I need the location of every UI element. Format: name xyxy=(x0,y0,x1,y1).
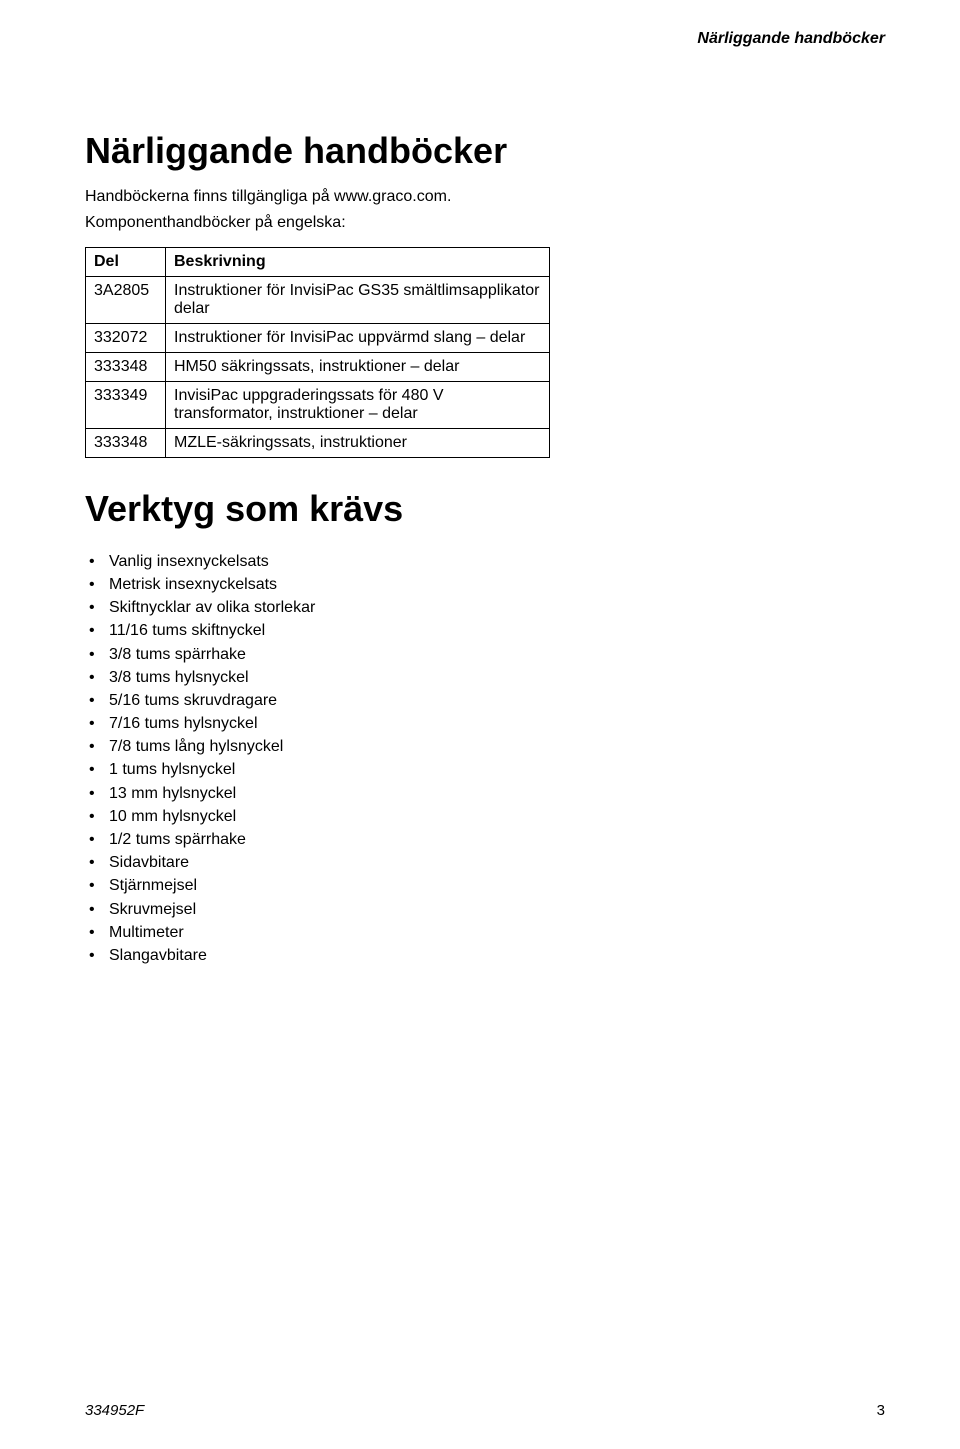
table-row: 333349 InvisiPac uppgraderingssats för 4… xyxy=(86,381,550,428)
table-row: 333348 MZLE-säkringssats, instruktioner xyxy=(86,428,550,457)
manuals-table: Del Beskrivning 3A2805 Instruktioner för… xyxy=(85,247,550,458)
table-header-del: Del xyxy=(86,247,166,276)
list-item: 3/8 tums spärrhake xyxy=(85,643,885,666)
list-item: 7/8 tums lång hylsnyckel xyxy=(85,735,885,758)
list-item: Metrisk insexnyckelsats xyxy=(85,573,885,596)
list-item: 11/16 tums skiftnyckel xyxy=(85,619,885,642)
intro-paragraph-1: Handböckerna finns tillgängliga på www.g… xyxy=(85,186,885,208)
running-header: Närliggande handböcker xyxy=(697,30,885,48)
table-cell-desc: Instruktioner för InvisiPac GS35 smältli… xyxy=(166,276,550,323)
page-content: Närliggande handböcker Handböckerna finn… xyxy=(0,0,960,967)
list-item: 3/8 tums hylsnyckel xyxy=(85,666,885,689)
table-cell-del: 3A2805 xyxy=(86,276,166,323)
list-item: 13 mm hylsnyckel xyxy=(85,782,885,805)
footer-doc-id: 334952F xyxy=(85,1402,144,1419)
table-cell-del: 333349 xyxy=(86,381,166,428)
list-item: 1/2 tums spärrhake xyxy=(85,828,885,851)
list-item: 5/16 tums skruvdragare xyxy=(85,689,885,712)
table-cell-del: 332072 xyxy=(86,323,166,352)
list-item: Skruvmejsel xyxy=(85,898,885,921)
tools-list: Vanlig insexnyckelsats Metrisk insexnyck… xyxy=(85,550,885,967)
table-row: 332072 Instruktioner för InvisiPac uppvä… xyxy=(86,323,550,352)
table-cell-del: 333348 xyxy=(86,428,166,457)
list-item: 1 tums hylsnyckel xyxy=(85,758,885,781)
list-item: Vanlig insexnyckelsats xyxy=(85,550,885,573)
table-cell-del: 333348 xyxy=(86,352,166,381)
intro-paragraph-2: Komponenthandböcker på engelska: xyxy=(85,212,885,234)
list-item: Multimeter xyxy=(85,921,885,944)
list-item: 7/16 tums hylsnyckel xyxy=(85,712,885,735)
list-item: Sidavbitare xyxy=(85,851,885,874)
table-cell-desc: Instruktioner för InvisiPac uppvärmd sla… xyxy=(166,323,550,352)
section-title-manuals: Närliggande handböcker xyxy=(85,130,885,172)
table-header-row: Del Beskrivning xyxy=(86,247,550,276)
list-item: Slangavbitare xyxy=(85,944,885,967)
section-title-tools: Verktyg som krävs xyxy=(85,488,885,530)
list-item: 10 mm hylsnyckel xyxy=(85,805,885,828)
table-row: 3A2805 Instruktioner för InvisiPac GS35 … xyxy=(86,276,550,323)
table-cell-desc: MZLE-säkringssats, instruktioner xyxy=(166,428,550,457)
table-row: 333348 HM50 säkringssats, instruktioner … xyxy=(86,352,550,381)
table-cell-desc: InvisiPac uppgraderingssats för 480 V tr… xyxy=(166,381,550,428)
footer-page-number: 3 xyxy=(877,1402,885,1419)
list-item: Stjärnmejsel xyxy=(85,874,885,897)
list-item: Skiftnycklar av olika storlekar xyxy=(85,596,885,619)
table-cell-desc: HM50 säkringssats, instruktioner – delar xyxy=(166,352,550,381)
table-header-beskrivning: Beskrivning xyxy=(166,247,550,276)
page-footer: 334952F 3 xyxy=(85,1402,885,1419)
